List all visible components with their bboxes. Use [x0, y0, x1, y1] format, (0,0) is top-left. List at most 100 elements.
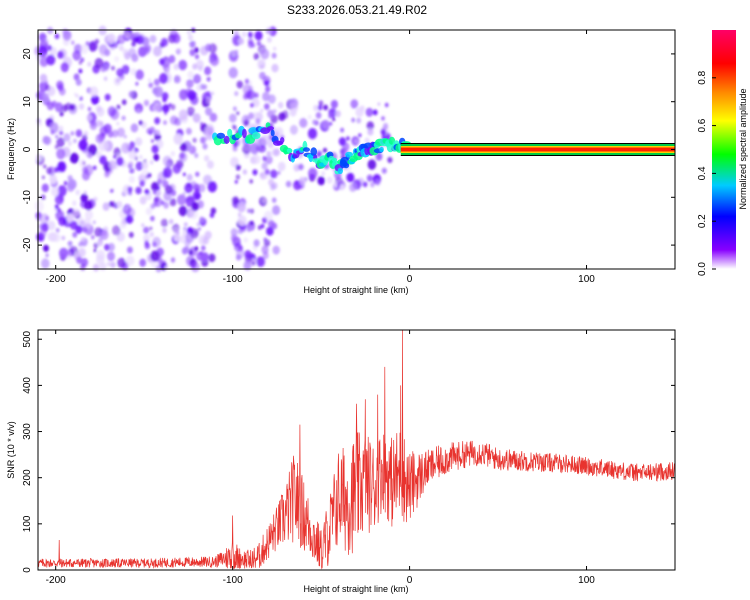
noise-blob [273, 46, 277, 51]
noise-blob [262, 251, 269, 260]
noise-blob [187, 70, 194, 79]
noise-blob [266, 36, 272, 43]
noise-blob [229, 113, 237, 123]
noise-blob [271, 63, 279, 73]
noise-blob [206, 123, 214, 134]
noise-blob [269, 169, 278, 179]
noise-blob [114, 56, 120, 62]
noise-blob [69, 152, 79, 164]
noise-blob [243, 141, 252, 151]
noise-blob [151, 144, 159, 154]
noise-blob [107, 242, 115, 252]
noise-blob [177, 194, 187, 206]
noise-blob [194, 152, 199, 159]
noise-blob [35, 153, 42, 161]
noise-blob [59, 247, 69, 259]
noise-blob [201, 245, 206, 251]
noise-blob [354, 139, 358, 144]
noise-blob [120, 47, 124, 52]
ridge-blob [310, 147, 318, 156]
noise-blob [104, 243, 110, 251]
spectrogram-xlabel: Height of straight line (km) [303, 285, 408, 295]
noise-blob [54, 102, 64, 113]
noise-blob [340, 127, 344, 133]
noise-blob [164, 111, 168, 115]
noise-blob [145, 207, 153, 216]
noise-blob [54, 204, 59, 210]
ridge-blob [251, 132, 261, 140]
noise-blob [150, 105, 156, 112]
noise-blob [173, 233, 181, 242]
noise-blob [195, 59, 204, 70]
noise-blob [237, 202, 246, 213]
noise-blob [116, 104, 121, 110]
noise-blob [153, 153, 160, 161]
noise-blob [380, 129, 386, 136]
noise-blob [57, 51, 64, 59]
noise-blob [263, 237, 268, 243]
noise-blob [46, 167, 53, 175]
noise-blob [79, 220, 85, 227]
noise-blob [104, 93, 111, 101]
noise-blob [262, 156, 267, 162]
noise-blob [289, 108, 297, 117]
noise-blob [39, 73, 48, 83]
y-tick-label: 0 [22, 567, 33, 573]
noise-blob [116, 121, 120, 126]
noise-blob [54, 194, 64, 205]
noise-blob [234, 49, 239, 54]
noise-blob [351, 117, 356, 123]
noise-blob [260, 223, 265, 229]
noise-blob [277, 161, 286, 172]
noise-blob [69, 104, 76, 111]
noise-blob [307, 128, 318, 140]
noise-blob [131, 53, 139, 62]
noise-blob [99, 155, 107, 165]
colorbar-tick-label: 0.6 [697, 118, 708, 132]
noise-blob [91, 94, 100, 105]
noise-blob [356, 117, 362, 124]
noise-blob [57, 207, 61, 213]
noise-blob [203, 155, 210, 162]
noise-blob [107, 106, 117, 117]
noise-blob [262, 91, 270, 102]
noise-blob [194, 246, 199, 251]
noise-blob [254, 30, 263, 41]
noise-blob [162, 155, 172, 167]
noise-blob [141, 121, 147, 129]
noise-blob [139, 154, 143, 160]
noise-blob [41, 258, 50, 269]
noise-blob [266, 226, 274, 236]
noise-blob [355, 107, 364, 118]
noise-blob [179, 152, 185, 159]
noise-blob [249, 142, 259, 154]
spectrogram-ylabel: Frequency (Hz) [6, 118, 16, 180]
noise-blob [72, 231, 78, 238]
noise-blob [186, 198, 191, 203]
noise-blob [97, 239, 103, 247]
noise-blob [70, 131, 75, 136]
noise-blob [241, 31, 247, 38]
noise-blob [88, 41, 97, 52]
noise-blob [39, 56, 49, 67]
noise-blob [49, 232, 58, 242]
x-tick-label: 0 [407, 274, 413, 285]
noise-blob [45, 253, 49, 258]
noise-blob [63, 133, 71, 142]
noise-blob [193, 74, 201, 84]
noise-blob [116, 200, 123, 209]
noise-blob [106, 261, 111, 267]
noise-blob [249, 179, 254, 184]
noise-blob [307, 114, 312, 120]
noise-blob [195, 171, 200, 177]
noise-blob [173, 75, 181, 84]
noise-blob [382, 122, 389, 130]
noise-blob [100, 229, 109, 240]
noise-blob [165, 184, 173, 195]
noise-blob [173, 63, 179, 70]
noise-blob [321, 171, 326, 176]
noise-blob [92, 263, 100, 272]
noise-blob [272, 205, 281, 216]
noise-blob [149, 34, 157, 43]
noise-blob [144, 240, 149, 246]
